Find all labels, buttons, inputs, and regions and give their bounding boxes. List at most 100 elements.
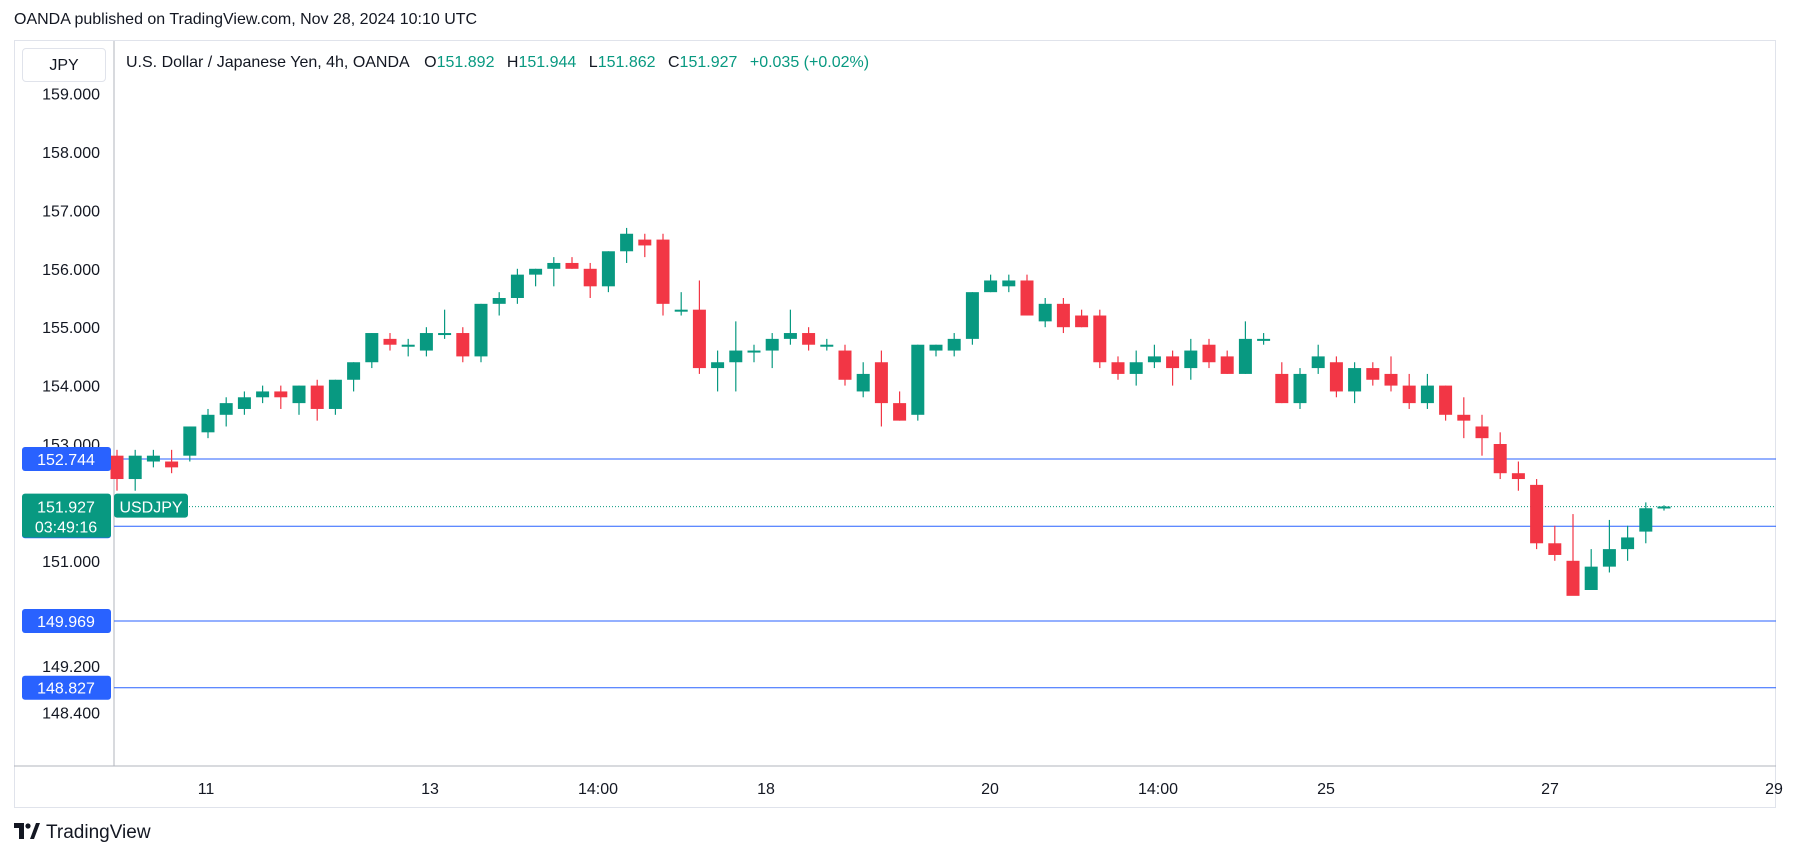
price-labels: 152.744151.592149.969148.827151.92703:49…	[22, 446, 188, 700]
candle	[692, 280, 706, 374]
candle	[401, 338, 415, 357]
candle	[1038, 298, 1052, 328]
y-tick-label: 158.000	[42, 145, 100, 162]
candle	[547, 257, 561, 287]
candle	[1111, 356, 1125, 380]
candle	[1457, 397, 1471, 439]
candle	[529, 268, 543, 287]
candle-body	[201, 414, 215, 433]
candle	[711, 350, 725, 392]
candle-body	[1020, 280, 1034, 316]
candle-body	[747, 350, 761, 353]
candle	[1202, 338, 1216, 369]
candle-body	[1493, 444, 1507, 474]
low-value: 151.862	[597, 54, 656, 71]
candle-body	[529, 268, 543, 275]
candle-body	[292, 385, 306, 404]
candle	[947, 333, 961, 357]
candle-body	[1530, 484, 1544, 544]
candle	[893, 391, 907, 421]
candle	[219, 397, 233, 427]
candle-body	[1348, 368, 1362, 392]
candle	[165, 449, 179, 474]
candle-body	[911, 344, 925, 415]
candle-body	[656, 239, 670, 304]
candle-body	[1129, 362, 1143, 374]
candle	[1584, 549, 1598, 590]
candle-body	[565, 262, 579, 269]
candle	[292, 385, 306, 415]
candle	[237, 391, 251, 415]
candle	[1075, 309, 1089, 328]
candle	[1056, 298, 1070, 334]
candle	[1293, 368, 1307, 409]
candle-body	[1238, 338, 1252, 374]
candle	[1129, 350, 1143, 386]
candle	[274, 385, 288, 409]
candle	[328, 379, 342, 415]
x-tick-label: 14:00	[578, 781, 618, 798]
candle-body	[947, 338, 961, 351]
candle-body	[1621, 537, 1635, 550]
candle	[183, 426, 197, 462]
candle	[1366, 362, 1380, 386]
candle	[492, 292, 506, 316]
candle-body	[1075, 315, 1089, 328]
y-tick-label: 148.400	[42, 706, 100, 723]
candle	[1275, 362, 1289, 404]
candle	[1657, 505, 1671, 511]
candle-body	[838, 350, 852, 380]
x-tick-label: 14:00	[1138, 781, 1178, 798]
candle-body	[674, 309, 688, 312]
currency-button[interactable]: JPY	[22, 48, 106, 82]
candle-body	[1511, 473, 1525, 480]
symbol-tag-bg	[114, 493, 188, 518]
candle	[874, 350, 888, 427]
candle-body	[965, 292, 979, 339]
candle	[620, 227, 634, 263]
published-caption: OANDA published on TradingView.com, Nov …	[14, 11, 478, 28]
candle	[347, 362, 361, 392]
candle-body	[1329, 362, 1343, 392]
candle	[1493, 432, 1507, 480]
candle-body	[474, 303, 488, 357]
candle	[929, 344, 943, 357]
candle-body	[1093, 315, 1107, 363]
candle	[638, 233, 652, 258]
candle-body	[328, 379, 342, 409]
candle-body	[1220, 356, 1234, 374]
candle	[802, 327, 816, 351]
candle-body	[401, 344, 415, 347]
candle-body	[874, 362, 888, 404]
candle	[201, 408, 215, 439]
footer[interactable]: TradingView	[14, 822, 151, 844]
level-label: 149.969	[37, 614, 95, 631]
candle	[856, 362, 870, 398]
candle	[1238, 321, 1252, 374]
candle-body	[802, 333, 816, 345]
low-label: L	[588, 54, 598, 71]
candle	[583, 262, 597, 298]
symbol-tag: USDJPY	[119, 500, 182, 517]
candle	[510, 268, 524, 304]
countdown-label: 03:49:16	[35, 520, 97, 537]
open-label: O	[424, 54, 437, 71]
x-tick-label: 11	[198, 781, 215, 798]
candle-body	[984, 280, 998, 293]
close-label: C	[667, 54, 680, 71]
level-label-bg	[22, 446, 111, 471]
level-label-bg	[22, 675, 111, 700]
candle-body	[347, 362, 361, 380]
candle-body	[856, 373, 870, 392]
candle	[838, 344, 852, 386]
candle	[674, 292, 688, 316]
x-tick-label: 25	[1317, 781, 1335, 798]
candle-body	[1147, 356, 1161, 363]
candle	[1511, 461, 1525, 491]
candle-body	[583, 268, 597, 287]
candle	[1166, 350, 1180, 386]
tradingview-brand: TradingView	[46, 822, 151, 843]
candle-body	[893, 403, 907, 421]
candle	[601, 251, 615, 293]
